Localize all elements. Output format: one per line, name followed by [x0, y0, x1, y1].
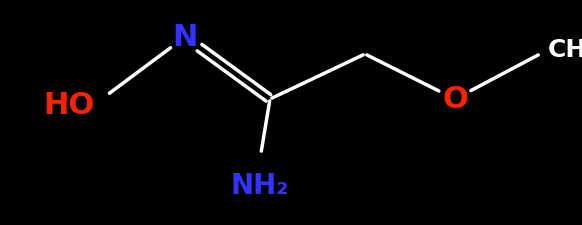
Text: O: O: [442, 85, 468, 114]
Text: HO: HO: [44, 90, 95, 119]
Text: N: N: [172, 23, 198, 52]
Text: NH₂: NH₂: [231, 171, 289, 199]
Text: CH₃: CH₃: [548, 38, 582, 62]
